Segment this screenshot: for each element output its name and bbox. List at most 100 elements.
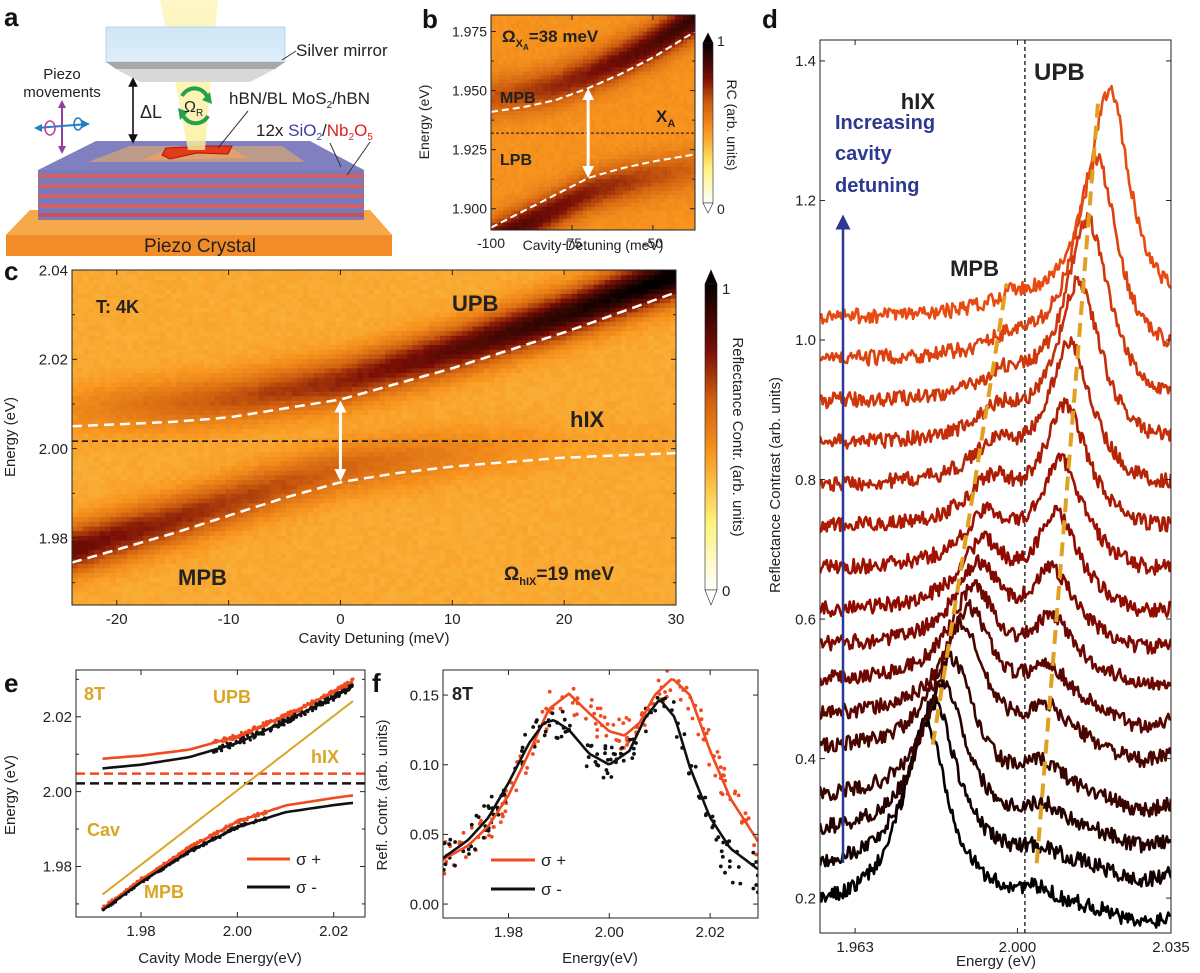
heatmap-cell	[176, 600, 183, 605]
heatmap-cell	[72, 451, 79, 457]
heatmap-cell	[687, 202, 692, 207]
heatmap-cell	[615, 54, 620, 60]
heatmap-cell	[121, 423, 128, 429]
heatmap-cell	[647, 178, 652, 183]
heatmap-cell	[132, 558, 139, 564]
heatmap-cell	[515, 110, 520, 116]
heatmap-cell	[623, 158, 628, 163]
heatmap-cell	[519, 158, 524, 163]
heatmap-cell	[176, 442, 183, 448]
heatmap-cell	[639, 166, 644, 171]
heatmap-cell	[104, 498, 111, 504]
heatmap-cell	[599, 70, 604, 76]
heatmap-cell	[595, 74, 600, 80]
heatmap-cell	[203, 377, 210, 383]
heatmap-cell	[647, 134, 652, 139]
heatmap-cell	[77, 572, 84, 578]
heatmap-cell	[154, 284, 161, 290]
heatmap-cell	[643, 126, 648, 132]
heatmap-cell	[543, 222, 548, 227]
heatmap-cell	[77, 297, 84, 304]
heatmap-cell	[683, 94, 688, 100]
heatmap-cell	[148, 316, 155, 322]
heatmap-cell	[651, 102, 656, 108]
heatmap-cell	[631, 226, 636, 230]
heatmap-cell	[631, 50, 636, 56]
heatmap-cell	[631, 62, 636, 68]
heatmap-cell	[539, 154, 544, 159]
heatmap-cell	[579, 182, 584, 187]
heatmap-cell	[567, 46, 572, 52]
heatmap-cell	[491, 182, 496, 187]
heatmap-cell	[220, 470, 227, 476]
heatmap-cell	[651, 66, 656, 72]
heatmap-cell	[611, 114, 616, 120]
heatmap-cell	[619, 58, 624, 64]
heatmap-cell	[225, 418, 232, 425]
heatmap-cell	[165, 451, 172, 457]
heatmap-cell	[527, 86, 532, 92]
heatmap-cell	[531, 146, 536, 151]
heatmap-cell	[551, 182, 556, 187]
heatmap-cell	[231, 274, 238, 280]
heatmap-cell	[671, 154, 676, 159]
heatmap-cell	[667, 198, 672, 203]
heatmap-cell	[187, 586, 194, 592]
heatmap-cell	[599, 118, 604, 124]
heatmap-cell	[231, 279, 238, 285]
heatmap-cell	[571, 34, 576, 40]
heatmap-cell	[639, 210, 644, 215]
heatmap-cell	[647, 62, 652, 68]
heatmap-cell	[209, 428, 216, 434]
heatmap-cell	[539, 174, 544, 179]
heatmap-cell	[535, 82, 540, 88]
heatmap-cell	[192, 600, 199, 605]
heatmap-cell	[635, 54, 640, 60]
heatmap-cell	[575, 174, 580, 179]
xlabel-b: Cavity Detuning (meV)	[523, 237, 664, 253]
heatmap-cell	[563, 78, 568, 84]
heatmap-cell	[611, 70, 616, 76]
heatmap-cell	[491, 126, 496, 132]
heatmap-cell	[539, 146, 544, 151]
heatmap-cell	[220, 284, 227, 290]
heatmap-cell	[126, 558, 133, 564]
heatmap-cell	[104, 572, 111, 578]
heatmap-cell	[159, 363, 166, 369]
heatmap-cell	[691, 114, 695, 120]
heatmap-cell	[595, 146, 600, 151]
heatmap-cell	[126, 567, 133, 574]
heatmap-cell	[77, 284, 84, 290]
heatmap-cell	[110, 284, 117, 290]
heatmap-cell	[643, 58, 648, 64]
heatmap-cell	[527, 30, 532, 36]
heatmap-cell	[591, 26, 596, 32]
heatmap-cell	[599, 138, 604, 143]
heatmap-cell	[615, 206, 620, 211]
heatmap-cell	[88, 432, 95, 439]
heatmap-cell	[623, 34, 628, 40]
heatmap-cell	[591, 94, 596, 100]
heatmap-cell	[615, 42, 620, 48]
heatmap-cell	[154, 353, 161, 359]
heatmap-cell	[543, 23, 548, 28]
heatmap-cell	[132, 395, 139, 401]
heatmap-cell	[203, 516, 210, 522]
heatmap-cell	[181, 535, 188, 541]
heatmap-cell	[132, 581, 139, 587]
heatmap-cell	[639, 134, 644, 139]
heatmap-cell	[671, 66, 676, 72]
heatmap-cell	[575, 182, 580, 187]
heatmap-cell	[104, 297, 111, 304]
heatmap-cell	[220, 330, 227, 336]
heatmap-cell	[495, 118, 500, 124]
heatmap-cell	[203, 367, 210, 373]
heatmap-cell	[667, 194, 672, 199]
heatmap-cell	[491, 86, 496, 92]
heatmap-cell	[115, 279, 122, 285]
heatmap-cell	[159, 409, 166, 415]
heatmap-cell	[507, 94, 512, 100]
heatmap-cell	[599, 74, 604, 80]
heatmap-cell	[187, 572, 194, 578]
heatmap-cell	[655, 86, 660, 92]
